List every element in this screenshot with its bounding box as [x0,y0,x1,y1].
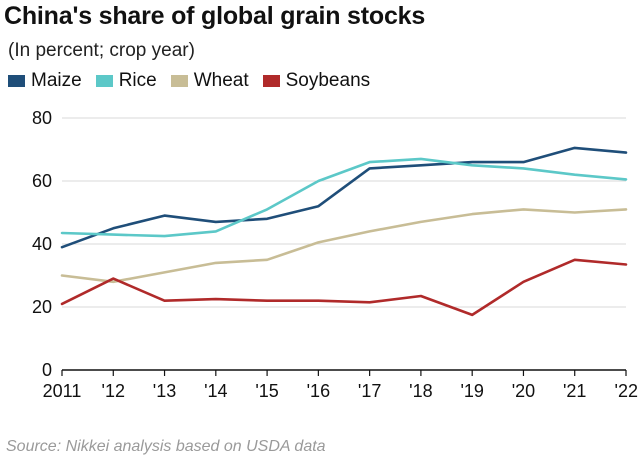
gridlines [62,117,626,308]
legend-item-maize: Maize [8,70,82,92]
y-tick-label-40: 40 [32,234,52,254]
legend-swatch-soybeans [262,75,280,87]
legend-label-maize: Maize [31,70,82,91]
legend-swatch-rice [95,75,113,87]
x-tick-label-14: '14 [204,381,227,401]
legend-item-rice: Rice [95,70,157,92]
x-tick-label-21: '21 [563,381,586,401]
y-tick-label-60: 60 [32,171,52,191]
x-tick-label-19: '19 [460,381,483,401]
legend-label-soybeans: Soybeans [285,70,371,91]
chart-title: China's share of global grain stocks [4,2,426,30]
x-tick-label-22: '22 [615,381,638,401]
series-line-soybeans [60,258,628,317]
x-tick-label-12: '12 [102,381,125,401]
y-tick-label-80: 80 [32,108,52,128]
x-tick-label-16: '16 [307,381,330,401]
x-tick-label-17: '17 [358,381,381,401]
x-tick-label-20: '20 [512,381,535,401]
x-tick-label-2011: 2011 [43,381,82,401]
y-tick-label-20: 20 [32,297,52,317]
series-line-wheat [60,208,628,284]
legend-item-soybeans: Soybeans [262,70,371,92]
legend-swatch-maize [8,75,25,87]
axes [61,369,627,376]
series-line-maize [60,146,628,249]
y-tick-label-0: 0 [42,360,52,380]
legend-item-wheat: Wheat [170,70,249,92]
source-note: Source: Nikkei analysis based on USDA da… [6,438,326,455]
x-tick-label-18: '18 [409,381,432,401]
series-lines [60,146,628,317]
legend-label-wheat: Wheat [193,70,249,91]
legend-label-rice: Rice [118,70,157,91]
tick-labels: 0 20 40 60 80 2011 '12 '13 '14 '15 '16 '17 '18 '19 '20… [32,108,638,401]
chart-subtitle: (In percent; crop year) [8,40,195,61]
x-tick-label-15: '15 [255,381,278,401]
legend-swatch-wheat [170,75,188,87]
x-tick-label-13: '13 [153,381,176,401]
series-line-rice [60,157,628,238]
chart-legend: Maize Rice Wheat Soybeans [8,70,384,92]
